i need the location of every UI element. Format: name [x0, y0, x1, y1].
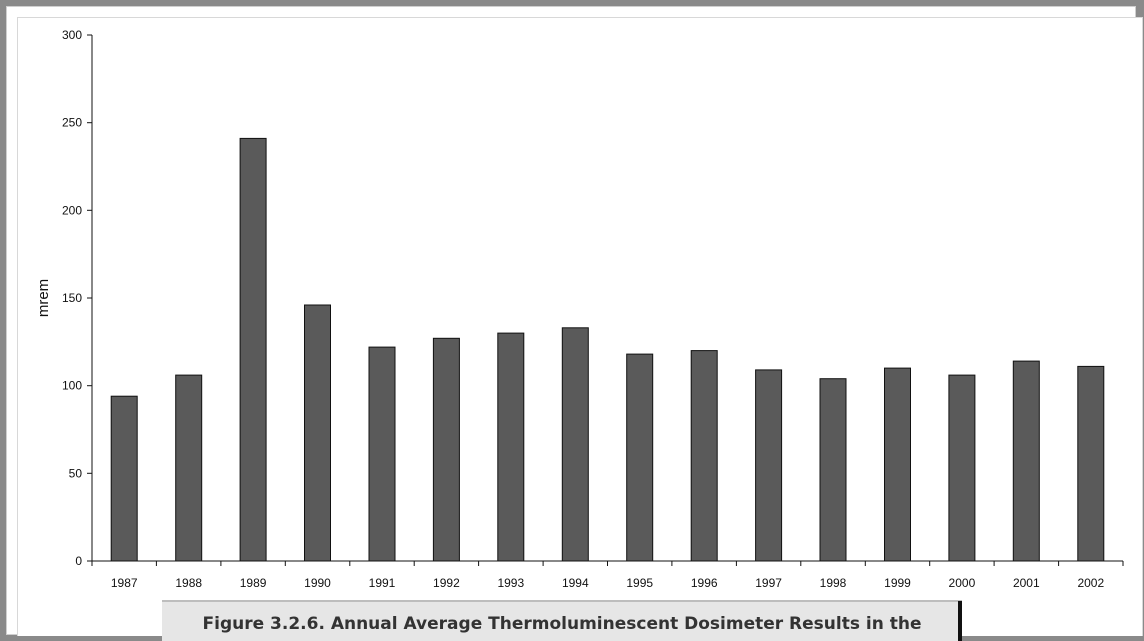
x-tick-label-2002: 2002: [1077, 576, 1104, 590]
figure-caption: Figure 3.2.6. Annual Average Thermolumin…: [202, 614, 922, 634]
y-tick-label-300: 300: [62, 28, 82, 42]
y-tick-label-200: 200: [62, 203, 82, 217]
y-tick-label-0: 0: [75, 554, 82, 568]
bar-1994: [561, 327, 589, 562]
bar-2001: [1012, 360, 1040, 562]
bar-1992: [432, 337, 460, 562]
x-tick-label-1989: 1989: [240, 576, 267, 590]
y-tick-label-150: 150: [62, 291, 82, 305]
x-tick-label-1997: 1997: [755, 576, 782, 590]
bar-1990: [304, 304, 331, 562]
bar-1987: [110, 395, 138, 562]
y-ticks-group: 0 50 100 150 200 250 300: [62, 28, 92, 568]
bars-group: [110, 137, 1105, 562]
x-tick-label-1999: 1999: [884, 576, 911, 590]
x-tick-label-1996: 1996: [691, 576, 718, 590]
y-axis-label: mrem: [35, 279, 52, 317]
y-tick-label-50: 50: [69, 466, 83, 480]
x-tick-label-1993: 1993: [497, 576, 524, 590]
x-tick-label-1994: 1994: [562, 576, 589, 590]
bar-1997: [755, 369, 783, 562]
y-tick-label-100: 100: [62, 379, 82, 393]
x-tick-label-2000: 2000: [949, 576, 976, 590]
x-tick-label-1990: 1990: [304, 576, 331, 590]
x-tick-label-1998: 1998: [820, 576, 847, 590]
x-tick-label-1988: 1988: [175, 576, 202, 590]
bar-1989: [239, 137, 267, 562]
x-ticks-group: 1987 1988 1989 1990 1991 1992 1993 1994 1995 1996…: [91, 561, 1124, 590]
x-tick-label-1991: 1991: [369, 576, 396, 590]
x-tick-label-1987: 1987: [111, 576, 138, 590]
bar-2002: [1077, 365, 1105, 562]
bar-1988: [175, 374, 203, 562]
x-tick-label-2001: 2001: [1013, 576, 1040, 590]
y-tick-label-250: 250: [62, 116, 82, 130]
bar-1996: [690, 350, 718, 562]
bar-1998: [819, 378, 847, 562]
bar-2000: [948, 374, 976, 562]
caption-accent-bar: [958, 601, 962, 641]
figure-caption-box: Figure 3.2.6. Annual Average Thermolumin…: [162, 600, 962, 641]
bar-1991: [368, 346, 396, 562]
bar-1999: [884, 367, 911, 562]
x-tick-label-1992: 1992: [433, 576, 460, 590]
x-tick-label-1995: 1995: [626, 576, 653, 590]
bar-1993: [497, 332, 525, 562]
bar-1995: [626, 353, 654, 562]
